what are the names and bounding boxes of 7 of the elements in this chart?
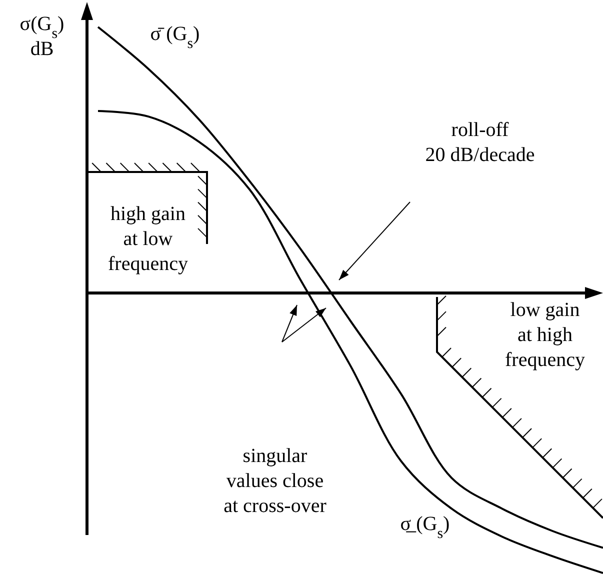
annotation: high gain at low frequency [108, 203, 188, 275]
y-axis-title: σ(G$_{s}$) dB [20, 13, 64, 60]
series-label: σ̄ (G$_{s}$) [150, 23, 200, 52]
annotation: low gain at high frequency [505, 299, 585, 371]
series-label: σ̲ (G$_{s}$) [400, 513, 450, 542]
annotation: roll-off 20 dB/decade [425, 119, 535, 166]
annotation: singular values close at cross-over [224, 445, 327, 517]
